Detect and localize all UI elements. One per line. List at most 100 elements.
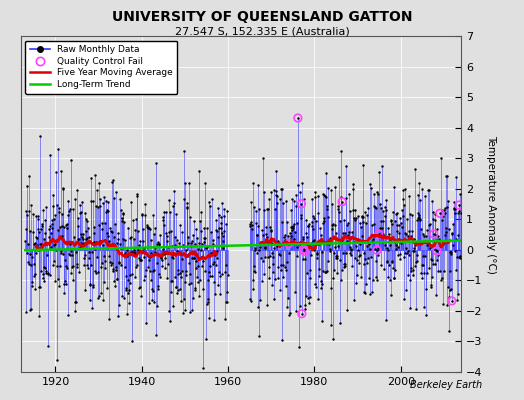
Point [324,184,332,191]
Point [34,212,42,219]
Point [175,249,183,256]
Point [171,274,179,280]
Point [133,262,141,268]
Point [25,207,34,214]
Point [166,318,174,324]
Point [303,270,311,276]
Point [383,245,391,252]
Point [254,223,263,229]
Point [388,258,396,264]
Point [253,232,261,239]
Point [125,280,134,286]
Point [452,267,461,273]
Point [56,224,64,230]
Point [115,259,123,265]
Point [345,191,353,197]
Point [454,232,462,238]
Point [337,148,345,154]
Point [316,232,325,238]
Point [313,296,322,302]
Point [266,252,274,259]
Point [412,259,420,266]
Point [248,222,256,228]
Point [58,211,67,217]
Point [400,230,409,236]
Point [106,225,114,231]
Point [442,229,451,236]
Point [23,212,31,218]
Point [329,336,337,342]
Point [439,300,447,307]
Point [122,285,130,292]
Point [367,289,376,295]
Point [25,173,33,180]
Point [286,229,294,236]
Point [221,316,230,322]
Point [388,259,397,265]
Point [455,202,463,208]
Point [373,247,381,254]
Point [386,218,395,224]
Point [429,261,437,267]
Point [399,186,408,193]
Point [310,236,318,243]
Point [304,300,313,306]
Point [387,292,396,298]
Point [328,226,336,232]
Point [63,264,72,271]
Point [247,298,255,304]
Point [339,230,347,236]
Point [312,217,320,224]
Point [365,235,373,242]
Point [378,162,387,169]
Point [305,241,313,248]
Point [371,204,379,211]
Point [375,231,383,237]
Point [120,295,128,302]
Point [183,234,192,240]
Point [343,238,352,245]
Point [52,247,60,253]
Point [84,265,92,271]
Point [349,186,357,192]
Point [325,241,333,247]
Point [35,229,43,236]
Point [340,264,348,270]
Point [38,275,47,282]
Point [155,271,163,278]
Point [370,191,379,197]
Point [223,298,231,305]
Point [255,206,263,213]
Point [304,223,312,230]
Point [247,219,255,225]
Point [23,250,31,256]
Point [118,210,127,216]
Point [419,230,428,237]
Point [126,234,135,240]
Point [438,217,446,223]
Point [28,254,36,260]
Point [350,239,358,246]
Point [275,252,283,259]
Point [100,279,108,286]
Point [169,203,177,210]
Point [356,252,364,258]
Point [90,230,98,236]
Point [377,225,386,231]
Point [292,308,300,314]
Point [133,193,141,199]
Point [265,196,274,202]
Point [124,224,133,231]
Point [93,187,101,194]
Point [330,267,338,273]
Point [184,281,193,287]
Point [217,214,225,220]
Point [374,245,383,252]
Point [88,175,96,182]
Point [444,284,452,290]
Point [375,231,384,238]
Point [298,310,306,317]
Point [324,238,333,244]
Point [320,218,329,225]
Point [281,264,289,271]
